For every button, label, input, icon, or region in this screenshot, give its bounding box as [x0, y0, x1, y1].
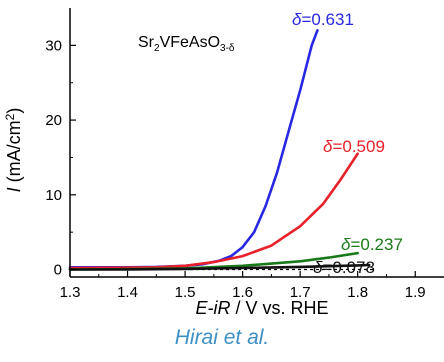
x-tick-label-6: 1.9 — [405, 284, 426, 301]
series-label-1: δ=0.509 — [323, 137, 385, 156]
xlabel-rest: / V vs. RHE — [231, 298, 329, 318]
xlabel-ir: -iR — [208, 298, 231, 318]
credit-text: Hirai et al. — [174, 326, 270, 349]
y-axis-label: I (mA/cm2) — [3, 108, 24, 193]
series-label-delta-2: δ — [341, 235, 351, 254]
title-mid: VFeAsO — [160, 34, 220, 51]
series-line-3 — [68, 263, 371, 271]
series-label-0: δ=0.631 — [292, 10, 354, 29]
x-tick-label-0: 1.3 — [60, 284, 81, 301]
series-label-value-0: =0.631 — [301, 10, 353, 29]
series-label-value-3: =0.078 — [322, 258, 374, 277]
series-label-value-2: =0.237 — [350, 235, 402, 254]
y-tick-label-1: 10 — [45, 187, 62, 204]
x-axis-label: E-iR / V vs. RHE — [195, 298, 328, 318]
series-label-delta-3: δ — [313, 258, 323, 277]
title-sub2: 3-δ — [220, 43, 235, 54]
x-tick-label-1: 1.4 — [117, 284, 138, 301]
series-line-0 — [68, 29, 319, 269]
ylabel-sup: 2 — [3, 113, 17, 120]
chart-title: Sr2VFeAsO3-δ — [138, 34, 235, 54]
series-label-delta-0: δ — [292, 10, 302, 29]
series-label-value-1: =0.509 — [332, 137, 384, 156]
series-label-delta-1: δ — [323, 137, 333, 156]
axes-layer: 1.3 1.4 1.5 1.6 1.7 1.8 1.9 0 10 20 30 — [45, 8, 444, 301]
x-tick-label-3: 1.6 — [232, 284, 253, 301]
title-base: Sr — [138, 34, 155, 51]
series-label-3: δ=0.078 — [313, 258, 375, 277]
y-tick-label-3: 30 — [45, 37, 62, 54]
y-tick-label-2: 20 — [45, 112, 62, 129]
title-sub1: 2 — [154, 43, 160, 54]
x-tick-label-2: 1.5 — [175, 284, 196, 301]
ylabel-unit: (mA/cm — [4, 120, 24, 187]
xlabel-e: E — [195, 298, 208, 318]
ylabel-close: ) — [4, 108, 24, 114]
series-label-2: δ=0.237 — [341, 235, 403, 254]
x-tick-label-5: 1.8 — [347, 284, 368, 301]
x-tick-label-4: 1.7 — [290, 284, 311, 301]
y-tick-label-0: 0 — [54, 262, 62, 279]
ylabel-i: I — [4, 187, 24, 192]
series-line-1 — [68, 152, 360, 270]
